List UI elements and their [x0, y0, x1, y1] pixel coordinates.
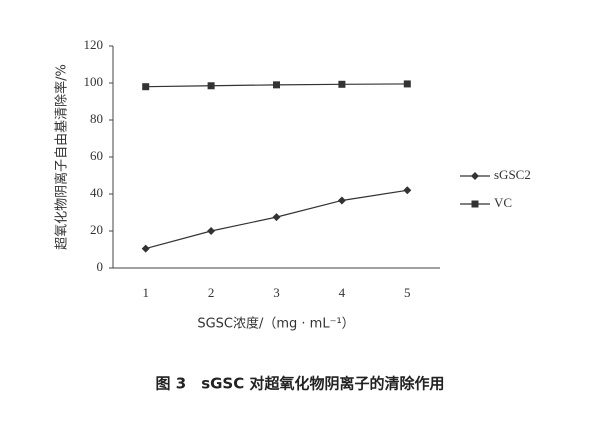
- marker: [273, 81, 280, 89]
- marker: [207, 82, 215, 90]
- marker: [471, 172, 479, 180]
- marker: [338, 80, 346, 88]
- y-tick-label: 40: [90, 185, 103, 200]
- marker: [403, 186, 412, 195]
- marker: [272, 213, 281, 222]
- y-tick-label: 60: [90, 148, 103, 163]
- marker: [337, 196, 346, 205]
- legend-label: VC: [494, 195, 512, 210]
- marker: [142, 83, 150, 91]
- marker: [207, 227, 216, 235]
- x-tick-label: 2: [208, 285, 215, 300]
- x-tick-label: 1: [142, 285, 149, 300]
- marker: [403, 80, 411, 88]
- marker: [471, 200, 479, 208]
- y-axis-label: 超氧化物阴离子自由基清除率/%: [54, 64, 70, 250]
- x-tick-label: 3: [273, 285, 280, 300]
- marker: [141, 244, 150, 253]
- legend-label: sGSC2: [494, 167, 531, 182]
- x-tick-label: 5: [404, 285, 411, 300]
- y-tick-label: 100: [84, 74, 104, 89]
- x-axis-label: SGSC浓度/（mg · mL⁻¹）: [197, 316, 354, 332]
- y-tick-label: 80: [90, 111, 103, 126]
- y-tick-label: 120: [84, 37, 104, 52]
- caption: 图 3 sGSC 对超氧化物阴离子的清除作用: [156, 375, 445, 393]
- y-tick-label: 20: [90, 222, 103, 237]
- y-tick-label: 0: [97, 259, 104, 274]
- x-tick-label: 4: [339, 285, 346, 300]
